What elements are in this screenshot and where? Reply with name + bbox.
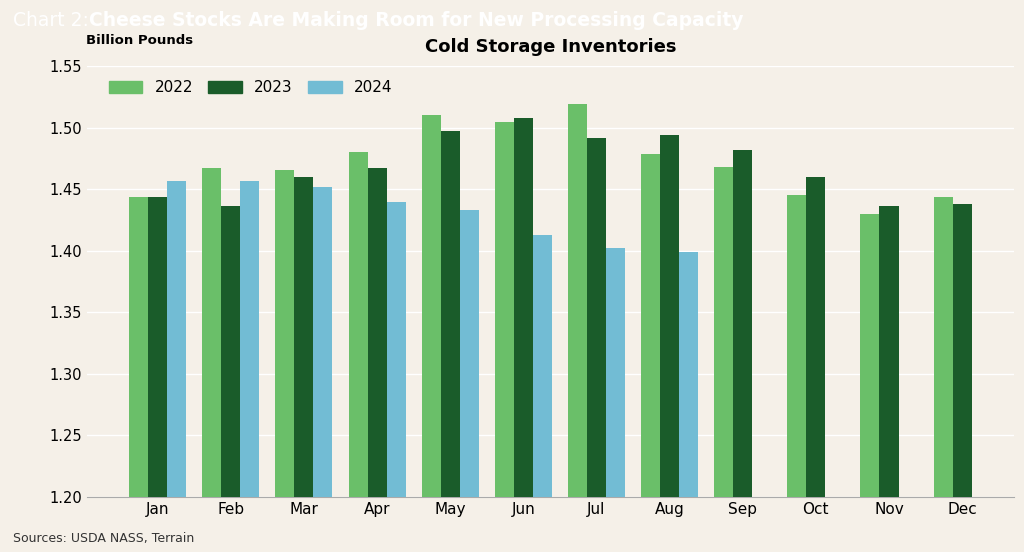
Text: Billion Pounds: Billion Pounds [86, 34, 194, 47]
Legend: 2022, 2023, 2024: 2022, 2023, 2024 [109, 81, 392, 95]
Bar [422, 115, 440, 552]
Bar [514, 118, 532, 552]
Bar [440, 131, 460, 552]
Bar [714, 167, 733, 552]
Bar [568, 104, 587, 552]
Bar [495, 121, 514, 552]
Bar [787, 195, 806, 552]
Bar [587, 137, 606, 552]
Bar [532, 235, 552, 552]
Text: Sources: USDA NASS, Terrain: Sources: USDA NASS, Terrain [13, 532, 195, 545]
Bar [952, 204, 972, 552]
Bar [241, 181, 259, 552]
Bar [860, 214, 880, 552]
Bar [313, 187, 333, 552]
Bar [368, 168, 387, 552]
Bar [203, 168, 221, 552]
Bar [348, 152, 368, 552]
Bar [641, 153, 660, 552]
Bar [606, 248, 625, 552]
Bar [660, 135, 679, 552]
Text: Chart 2:: Chart 2: [13, 10, 95, 30]
Bar [460, 210, 479, 552]
Bar [880, 206, 898, 552]
Bar [934, 197, 952, 552]
Bar [733, 150, 753, 552]
Bar [387, 201, 406, 552]
Bar [148, 197, 167, 552]
Title: Cold Storage Inventories: Cold Storage Inventories [425, 38, 676, 56]
Bar [129, 197, 148, 552]
Bar [679, 252, 698, 552]
Bar [295, 177, 313, 552]
Bar [275, 169, 295, 552]
Bar [167, 181, 186, 552]
Bar [806, 177, 825, 552]
Bar [221, 206, 241, 552]
Text: Cheese Stocks Are Making Room for New Processing Capacity: Cheese Stocks Are Making Room for New Pr… [89, 10, 743, 30]
